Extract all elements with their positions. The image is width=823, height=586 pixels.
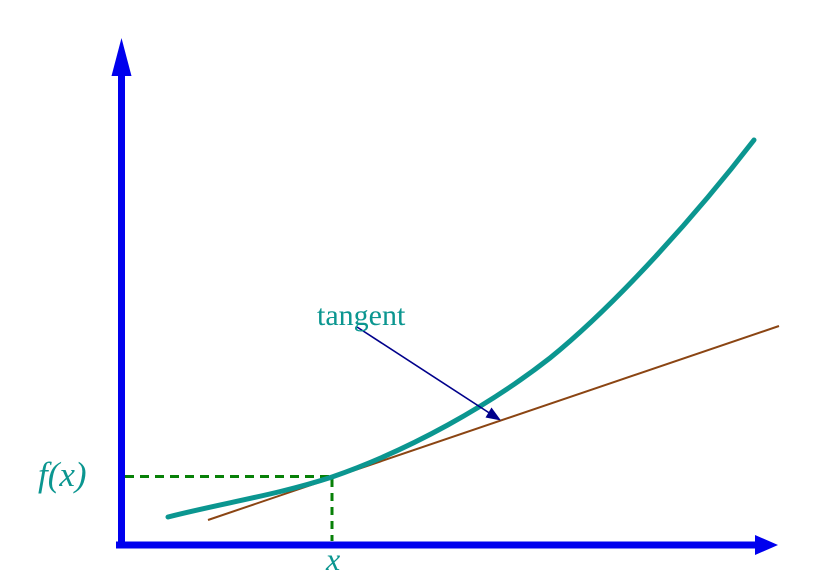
y-axis-arrowhead [111,38,132,76]
y-axis [118,54,125,549]
fx-label: f(x) [38,455,87,494]
x-axis [116,541,758,549]
tangent-line [207,325,780,521]
x-label: x [325,541,340,577]
tangent-pointer-arrowhead [485,407,501,421]
tangent-pointer-line [356,326,495,417]
tangent-label: tangent [317,299,406,332]
function-curve [165,137,757,520]
x-axis-arrowhead [755,535,778,555]
